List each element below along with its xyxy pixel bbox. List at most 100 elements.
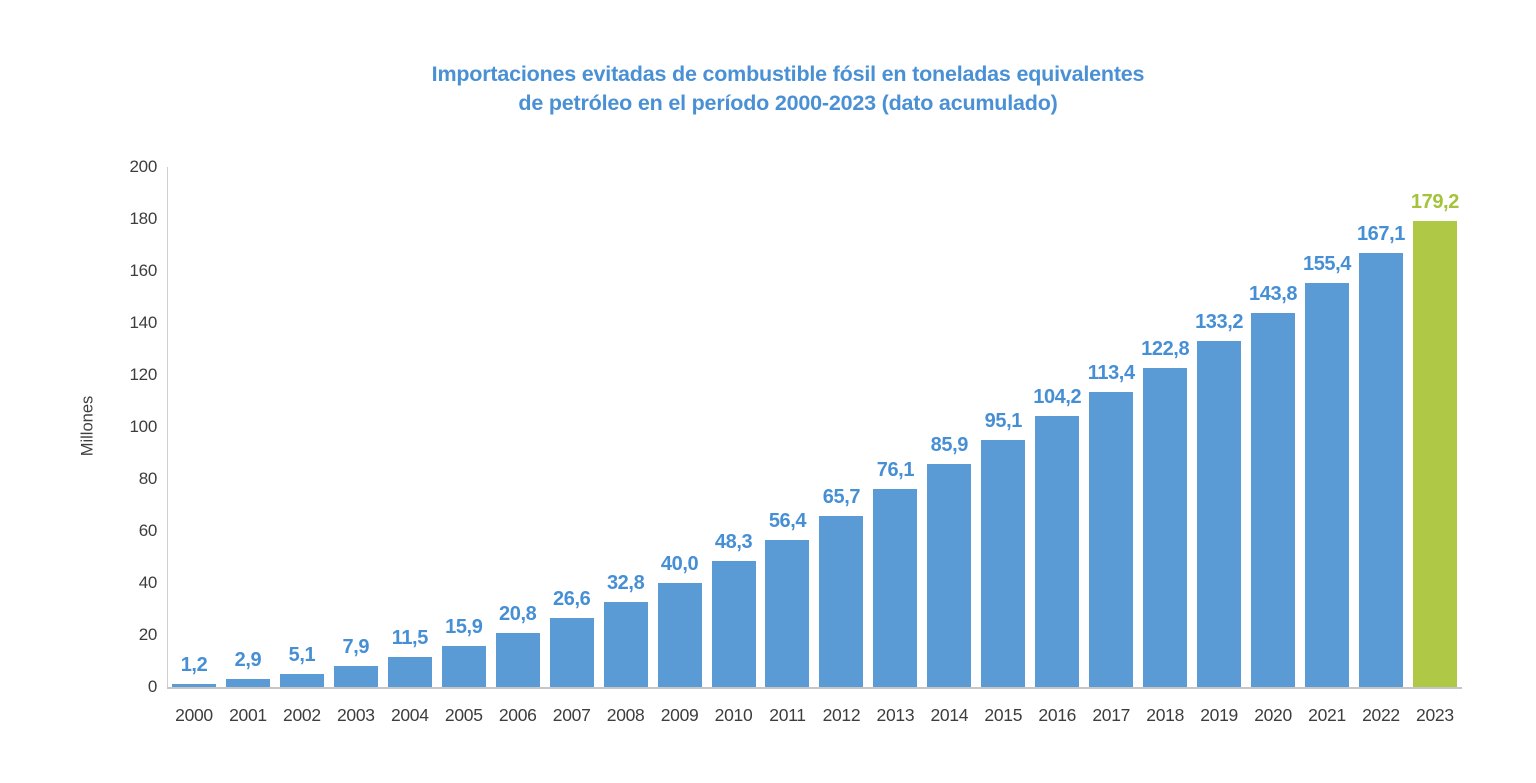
x-tick-2001: 2001 [229,705,267,725]
bar-value-2013: 76,1 [876,459,915,482]
bar-2007 [549,617,594,687]
bar-slot-2023: 179,2 2023 [1410,167,1459,725]
bar-2004 [387,657,432,687]
chart-title: Importaciones evitadas de combustible fó… [40,60,1536,118]
x-tick-2012: 2012 [822,705,861,725]
bar-2005 [441,645,486,687]
x-tick-2022: 2022 [1362,705,1400,725]
bar-value-2014: 85,9 [930,433,969,456]
bar-slot-2016: 104,2 2016 [1033,167,1082,725]
bar-slot-2014: 85,9 2014 [927,167,972,725]
x-tick-2000: 2000 [175,705,213,725]
y-tick-100: 100 [129,417,158,436]
bar-slot-2003: 7,9 2003 [333,167,378,725]
y-tick-80: 80 [138,469,158,488]
y-tick-60: 60 [138,521,158,540]
bar-2019 [1197,340,1242,687]
bar-2008 [603,601,648,687]
x-tick-2008: 2008 [606,705,645,725]
bar-slot-2012: 65,7 2012 [819,167,864,725]
bar-value-2022: 167,1 [1356,222,1405,245]
bar-value-2017: 113,4 [1087,362,1135,385]
bar-2021 [1305,282,1350,687]
bar-slot-2019: 133,2 2019 [1195,167,1244,725]
bar-2006 [495,632,540,687]
bar-value-2002: 5,1 [288,643,316,666]
bar-2023 [1412,221,1457,687]
y-axis-line [167,167,168,687]
x-tick-2009: 2009 [660,705,699,725]
bar-series: 1,2 2000 2,9 2001 5,1 2002 7,9 2003 11,5 2004 15,9… [167,167,1462,725]
bar-slot-2009: 40,0 2009 [657,167,702,725]
bar-slot-2007: 26,6 2007 [549,167,594,725]
bar-slot-2018: 122,8 2018 [1141,167,1190,725]
bar-slot-2013: 76,1 2013 [873,167,918,725]
x-tick-2011: 2011 [769,705,806,725]
y-tick-0: 0 [147,677,157,696]
bar-value-2008: 32,8 [606,571,645,594]
chart-title-line1: Importaciones evitadas de combustible fó… [431,62,1145,86]
bar-value-2020: 143,8 [1249,283,1298,306]
x-tick-2010: 2010 [714,705,753,725]
x-tick-2005: 2005 [444,705,483,725]
bar-2015 [981,439,1026,687]
bar-value-2019: 133,2 [1195,310,1244,333]
x-tick-2014: 2014 [930,705,969,725]
bar-value-2009: 40,0 [660,553,699,575]
bar-slot-2022: 167,1 2022 [1356,167,1405,725]
x-axis-baseline [167,687,1462,689]
x-tick-2023: 2023 [1416,705,1454,725]
bar-slot-2017: 113,4 2017 [1087,167,1135,725]
bar-2002 [279,673,324,687]
bar-2022 [1358,252,1403,687]
bar-value-2006: 20,8 [499,602,537,625]
chart-title-line2: de petróleo en el período 2000-2023 (dat… [518,91,1058,115]
x-tick-2003: 2003 [336,705,375,725]
bar-value-2007: 26,6 [553,587,591,610]
x-tick-2016: 2016 [1038,705,1077,725]
bar-slot-2000: 1,2 2000 [172,167,216,725]
bar-slot-2006: 20,8 2006 [495,167,540,725]
bar-2000 [172,683,216,687]
bar-2010 [711,561,756,687]
bar-value-2018: 122,8 [1141,337,1190,360]
bar-value-2010: 48,3 [714,531,753,554]
bar-2011 [765,540,810,687]
bar-slot-2010: 48,3 2010 [711,167,756,725]
x-tick-2015: 2015 [984,705,1023,725]
x-tick-2018: 2018 [1146,705,1185,725]
bar-value-2012: 65,7 [822,486,861,509]
y-tick-120: 120 [129,365,158,384]
bar-slot-2020: 143,8 2020 [1249,167,1298,725]
x-tick-2006: 2006 [498,705,537,725]
x-tick-2020: 2020 [1254,705,1292,725]
bar-value-2015: 95,1 [984,409,1023,432]
y-tick-20: 20 [138,625,158,644]
bar-slot-2021: 155,4 2021 [1302,167,1352,725]
bar-value-2021: 155,4 [1302,252,1352,275]
bar-2016 [1035,416,1080,687]
bar-slot-2005: 15,9 2005 [441,167,486,725]
x-tick-2002: 2002 [283,705,321,725]
bar-value-2001: 2,9 [234,649,262,672]
x-tick-2017: 2017 [1092,705,1131,725]
bar-slot-2001: 2,9 2001 [225,167,270,725]
bar-slot-2002: 5,1 2002 [279,167,324,725]
bar-value-2003: 7,9 [342,636,370,659]
bar-2020 [1251,313,1296,687]
bar-2012 [819,516,864,687]
bar-value-2000: 1,2 [180,653,208,676]
bar-value-2005: 15,9 [445,615,483,638]
bar-value-2011: 56,4 [768,510,807,533]
y-tick-140: 140 [129,313,158,332]
bar-slot-2008: 32,8 2008 [603,167,648,725]
bar-2001 [225,679,270,687]
x-tick-2013: 2013 [876,705,915,725]
bar-value-2023: 179,2 [1410,191,1459,214]
x-tick-2019: 2019 [1200,705,1238,725]
bar-value-2016: 104,2 [1033,386,1082,409]
x-tick-2004: 2004 [390,705,429,725]
bar-2018 [1143,367,1188,687]
y-tick-160: 160 [129,261,158,280]
